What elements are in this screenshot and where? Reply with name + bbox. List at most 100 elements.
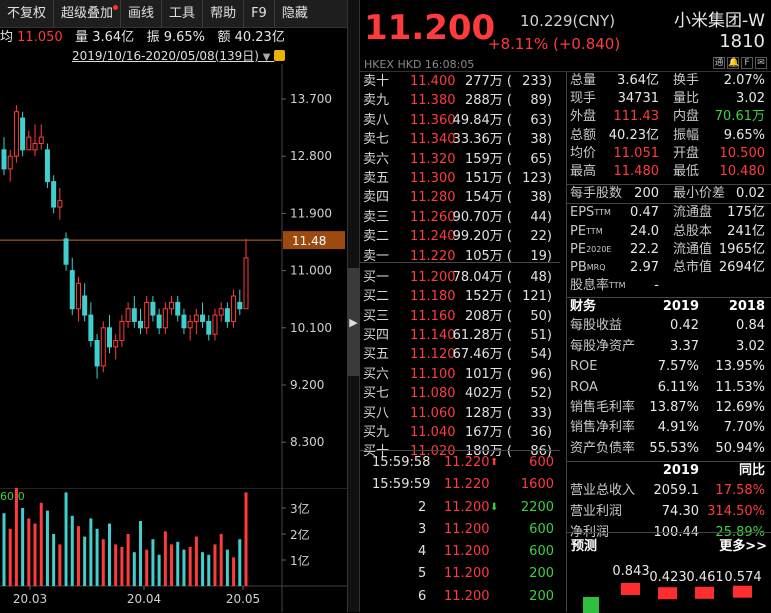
volume-bar xyxy=(238,539,242,586)
bid-volume: 208万 (50) xyxy=(465,307,552,326)
ask-row[interactable]: 卖五 11.300 151万 (123) xyxy=(360,169,560,188)
finance-value: 0.42 xyxy=(670,318,699,334)
bid-row[interactable]: 买二 11.180 152万 (121) xyxy=(360,287,560,306)
stat-label-sup: MRQ xyxy=(586,262,606,272)
draw-line-button[interactable]: 画线 xyxy=(121,0,163,28)
bid-label: 买三 xyxy=(363,308,390,324)
finance-row: ROE 7.57% 13.95% xyxy=(567,357,771,377)
volume-bar xyxy=(194,536,198,586)
date-range[interactable]: 2019/10/16-2020/05/08(139日) ▼ xyxy=(72,48,286,64)
volume-bar xyxy=(45,510,49,586)
bid-row[interactable]: 买七 11.080 402万 (52) xyxy=(360,384,560,403)
tick-row: 5 11.200 200 xyxy=(360,563,560,585)
stat-label-main: EPS xyxy=(570,205,595,221)
x-tick-label: 20.05 xyxy=(226,592,260,606)
volume-bar xyxy=(163,531,167,586)
tools-button[interactable]: 工具 xyxy=(162,0,204,28)
bid-row[interactable]: 买三 11.160 208万 (50) xyxy=(360,307,560,326)
hide-button[interactable]: 隐藏 xyxy=(281,5,308,21)
bid-count: 36) xyxy=(530,425,552,441)
vol-tick-label: 3亿 xyxy=(290,501,310,516)
finance-row: 销售净利率 4.91% 7.70% xyxy=(567,418,771,438)
bid-volume-value: 78.04万 ( xyxy=(452,269,512,285)
bid-volume-value: 101万 ( xyxy=(464,366,512,382)
stock-name: 小米集团-W xyxy=(674,11,765,31)
ask-row[interactable]: 卖八 11.360 49.84万 (63) xyxy=(360,111,560,130)
stat-value: 70.61万 xyxy=(714,109,765,125)
volume-bar xyxy=(120,547,124,586)
stat-label: 均价 xyxy=(570,145,597,161)
ask-price: 11.320 xyxy=(410,151,456,167)
growth-label: 营业总收入 xyxy=(570,483,636,499)
bid-row[interactable]: 买一 11.200 78.04万 (48) xyxy=(360,268,560,287)
triangle-down-icon[interactable]: ▼ xyxy=(262,52,271,63)
quote-stat-row: 现手 34731 量比 3.02 xyxy=(567,90,771,108)
ask-row[interactable]: 卖三 11.260 90.70万 (44) xyxy=(360,208,560,227)
volume-bar xyxy=(182,549,186,586)
vol-tick-label: 2亿 xyxy=(290,527,310,542)
f10-icon[interactable]: F xyxy=(741,57,753,69)
candle-body xyxy=(38,136,44,144)
ask-row[interactable]: 卖九 11.380 288万 (89) xyxy=(360,91,560,110)
growth-value: 2059.1 xyxy=(653,483,700,499)
ask-row[interactable]: 卖四 11.280 154万 (38) xyxy=(360,188,560,207)
amp-label: 振 xyxy=(146,30,160,45)
bid-price: 11.160 xyxy=(410,308,456,324)
y-tick-label: 13.700 xyxy=(290,92,332,106)
volume-bar xyxy=(2,513,6,586)
stat-value: 2.07% xyxy=(723,73,765,88)
connect-icon[interactable]: 通 xyxy=(713,57,725,69)
bid-row[interactable]: 买十 11.020 180万 (86) xyxy=(360,442,560,461)
finance-title: 财务 xyxy=(570,299,597,315)
bid-label: 买八 xyxy=(363,405,390,421)
bid-price: 11.120 xyxy=(410,347,456,363)
bid-row[interactable]: 买四 11.140 61.28万 (51) xyxy=(360,326,560,345)
ask-row[interactable]: 卖一 11.220 105万 (19) xyxy=(360,247,560,266)
candle-body xyxy=(106,327,112,348)
ask-row[interactable]: 卖二 11.240 99.20万 (22) xyxy=(360,227,560,246)
bid-price: 11.140 xyxy=(410,328,456,344)
bid-row[interactable]: 买六 11.100 101万 (96) xyxy=(360,365,560,384)
ask-volume-value: 277万 ( xyxy=(464,74,512,89)
stat-value: 10.500 xyxy=(719,145,766,161)
help-button[interactable]: 帮助 xyxy=(203,0,245,28)
volume-chart[interactable]: 60:0 4亿 3亿 2亿 1亿 20.03 20.04 20.05 xyxy=(0,488,347,612)
stat-label: 流通值 xyxy=(673,241,713,257)
candle-body xyxy=(187,320,193,329)
super-overlay-button[interactable]: 超级叠加 xyxy=(54,0,122,28)
bid-row[interactable]: 买五 11.120 67.46万 (54) xyxy=(360,345,560,364)
volume-bar xyxy=(145,549,149,586)
bid-row[interactable]: 买九 11.040 167万 (36) xyxy=(360,423,560,442)
tick-volume: 600 xyxy=(529,455,554,470)
bid-price: 11.100 xyxy=(410,366,456,382)
finance-value: 11.53% xyxy=(715,379,765,395)
collapse-arrow-icon[interactable]: ▶ xyxy=(347,268,360,376)
candlestick-chart[interactable]: 13.700 12.800 11.900 11.000 10.100 9.200 8.300… xyxy=(0,64,347,488)
ask-volume: 159万 (65) xyxy=(465,150,552,169)
bid-row[interactable]: 买八 11.060 128万 (33) xyxy=(360,404,560,423)
ask-row[interactable]: 卖十 11.400 277万 (233) xyxy=(360,72,560,91)
no-adjust-button[interactable]: 不复权 xyxy=(0,0,55,28)
ask-label: 卖九 xyxy=(363,93,390,109)
volume-bar xyxy=(83,536,87,586)
ask-row[interactable]: 卖七 11.340 33.36万 (38) xyxy=(360,130,560,149)
ask-row[interactable]: 卖六 11.320 159万 (65) xyxy=(360,150,560,169)
stat-label: 最小价差 xyxy=(673,186,726,202)
tick-volume: 2200 xyxy=(520,499,554,515)
ask-label: 卖四 xyxy=(363,190,390,206)
volume-bar xyxy=(219,534,223,586)
forecast-more-link[interactable]: 更多>> xyxy=(719,539,767,554)
ask-label: 卖一 xyxy=(363,248,390,264)
candle-body xyxy=(175,301,181,316)
stat-label: 最高 xyxy=(570,163,597,179)
candle-body xyxy=(144,301,150,329)
lock-icon[interactable] xyxy=(274,50,286,61)
y-tick-label: 11.000 xyxy=(290,264,332,278)
forecast-bar xyxy=(658,587,677,600)
f9-button[interactable]: F9 xyxy=(244,0,275,28)
bell-icon[interactable]: 🔔 xyxy=(727,57,740,69)
stat-label: 换手 xyxy=(673,73,700,88)
mail-icon[interactable]: ✉ xyxy=(755,57,767,69)
stat-label: PBMRQ xyxy=(570,259,606,277)
y-tick-label: 11.900 xyxy=(290,206,332,220)
